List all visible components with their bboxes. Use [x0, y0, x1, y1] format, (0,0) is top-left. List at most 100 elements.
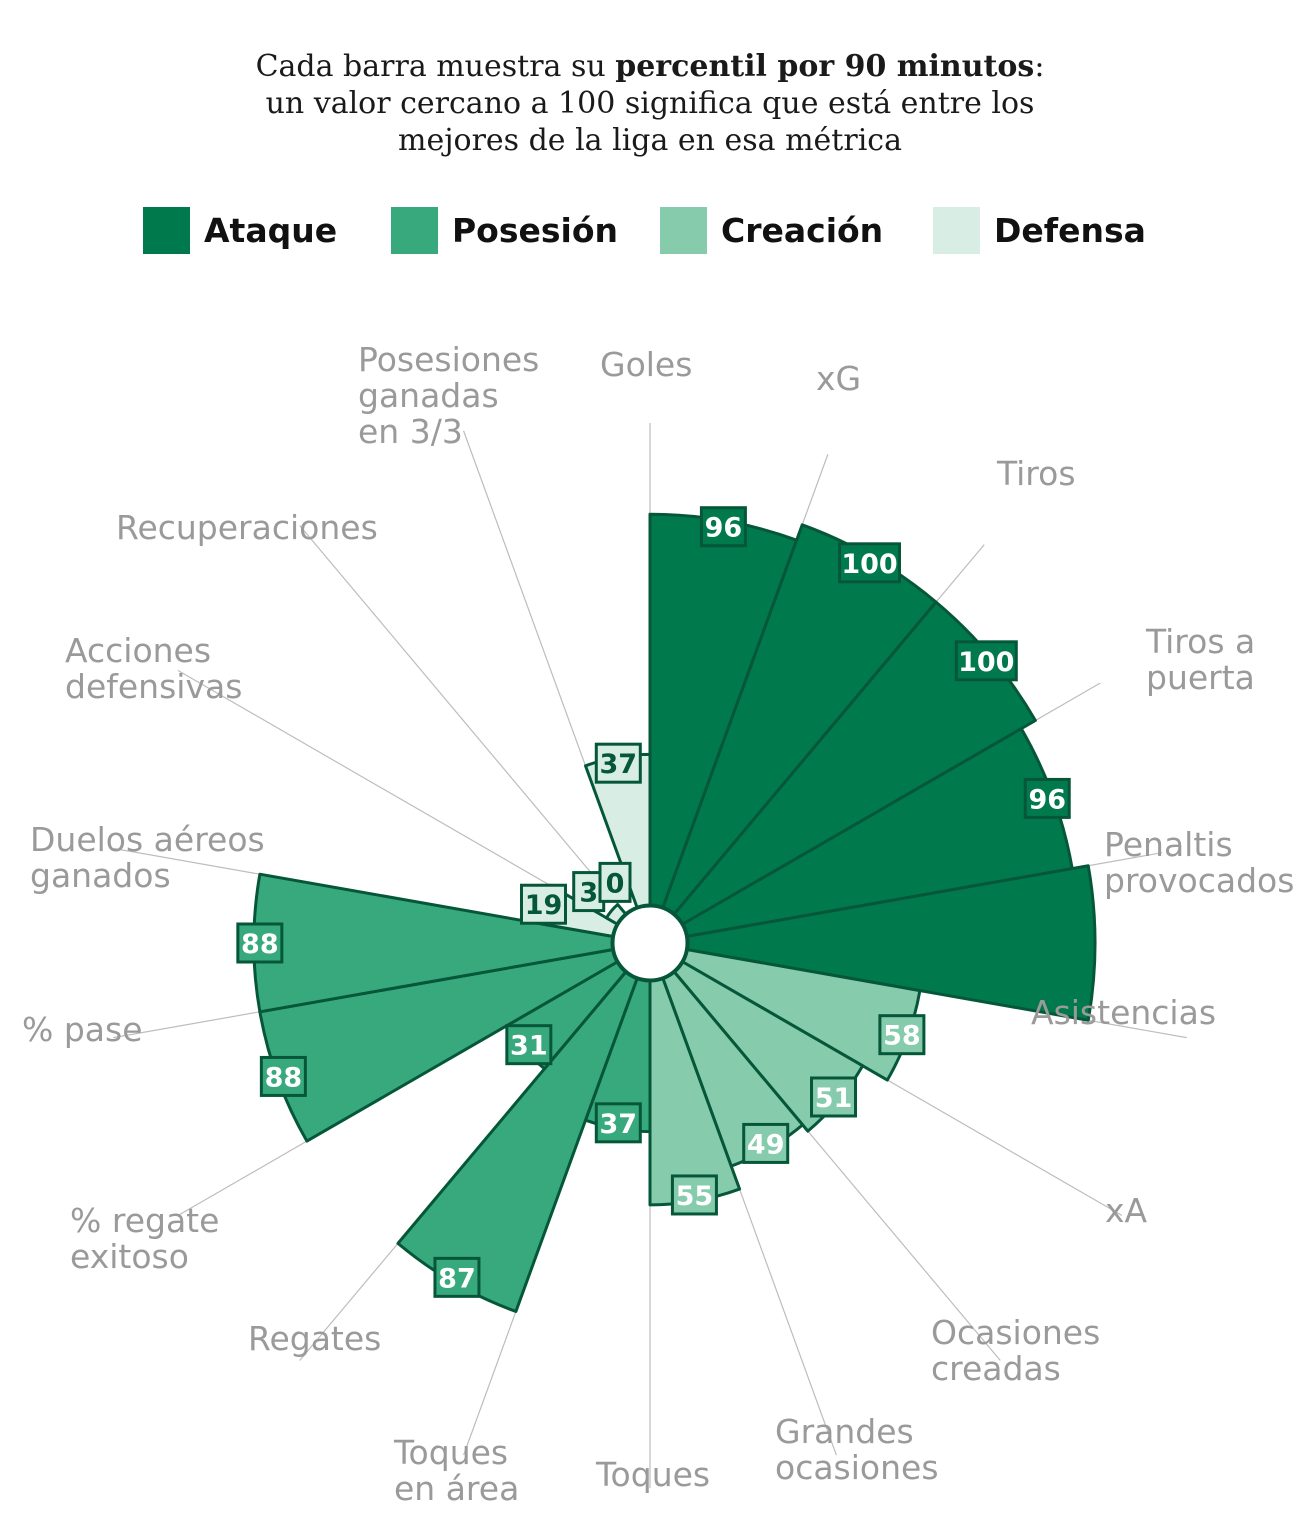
value-box [259, 1055, 307, 1097]
subtitle-line-1: Cada barra muestra su percentil por 90 m… [0, 48, 1300, 85]
category-label-line: defensivas [65, 667, 242, 706]
value-box [670, 1174, 718, 1216]
category-label-line: Tiros [996, 454, 1076, 493]
value-text: 87 [438, 1263, 476, 1294]
legend-swatch-ataque [143, 206, 190, 254]
value-box [505, 1024, 553, 1066]
value-label: 49 [742, 1122, 790, 1164]
category-label-line: puerta [1146, 658, 1255, 697]
category-label-line: Grandes [775, 1412, 914, 1451]
category-label: Ocasiones creadas [931, 1313, 1100, 1388]
category-label-line: creadas [931, 1349, 1061, 1388]
value-box [236, 922, 284, 964]
chart-subtitle: Cada barra muestra su percentil por 90 m… [0, 48, 1300, 159]
value-text: 100 [841, 549, 897, 580]
category-label: Penaltis provocados [1104, 825, 1294, 900]
category-label-line: Penaltis [1104, 825, 1233, 864]
category-label-line: % pase [22, 1010, 143, 1049]
value-label: 100 [954, 640, 1018, 682]
value-label: 0 [598, 861, 632, 903]
value-text: 96 [1028, 784, 1066, 815]
legend-swatch-defensa [933, 206, 980, 254]
value-text: 49 [747, 1129, 785, 1160]
category-label: Goles [600, 345, 692, 384]
category-label-line: en 3/3 [358, 412, 463, 451]
value-label: 88 [236, 922, 284, 964]
value-text: 55 [676, 1181, 714, 1212]
category-label-line: en área [394, 1469, 519, 1508]
subtitle-line-1-bold: percentil por 90 minutos [615, 49, 1035, 84]
value-box [433, 1256, 481, 1298]
value-text: 88 [265, 1062, 303, 1093]
chart-legend: Ataque Posesión Creación Defensa [0, 205, 1300, 255]
value-label: 58 [878, 1014, 926, 1056]
value-text: 88 [241, 929, 279, 960]
guide-line [299, 525, 627, 915]
category-label: Duelos aéreos ganados [30, 820, 265, 895]
category-label-line: % regate [70, 1201, 219, 1240]
category-label-line: Regates [248, 1319, 381, 1358]
legend-item-defensa: Defensa [933, 205, 1146, 255]
value-box [838, 542, 901, 584]
value-box [742, 1122, 790, 1164]
category-label-line: provocados [1104, 861, 1294, 900]
legend-label-creacion: Creación [721, 210, 884, 250]
category-label-line: Toques [393, 1433, 508, 1472]
category-label-line: Posesiones [358, 340, 539, 379]
legend-label-ataque: Ataque [204, 210, 338, 250]
category-label: % regate exitoso [70, 1201, 219, 1276]
category-label-line: Toques [595, 1455, 710, 1494]
value-box [699, 506, 747, 548]
value-text: 96 [705, 513, 743, 544]
legend-item-ataque: Ataque [143, 205, 337, 255]
value-label: 100 [838, 542, 901, 584]
category-label-line: Asistencias [1031, 993, 1216, 1032]
value-label: 87 [433, 1256, 481, 1298]
value-box [594, 1102, 642, 1144]
category-label: Regates [248, 1319, 381, 1358]
category-label: Asistencias [1031, 993, 1216, 1032]
guide-line [177, 669, 618, 925]
category-label: Recuperaciones [116, 508, 378, 547]
value-text: 100 [958, 647, 1014, 678]
value-label: 51 [810, 1076, 858, 1118]
value-label: 31 [505, 1024, 553, 1066]
category-label-line: Ocasiones [931, 1313, 1100, 1352]
category-label-line: ganadas [358, 376, 499, 415]
category-label: Tiros a puerta [1145, 622, 1255, 697]
legend-item-creacion: Creación [660, 205, 883, 255]
subtitle-line-1-text: Cada barra muestra su [255, 49, 616, 84]
value-label: 96 [1023, 777, 1071, 819]
value-box [1023, 777, 1071, 819]
legend-item-posesion: Posesión [391, 205, 618, 255]
category-label: xG [816, 359, 861, 398]
value-label: 37 [594, 1102, 642, 1144]
subtitle-line-2: un valor cercano a 100 significa que est… [265, 86, 1035, 121]
category-labels: Goles xG Tiros Tiros a puerta Penaltis provoca… [22, 340, 1294, 1508]
category-label-line: exitoso [70, 1237, 189, 1276]
category-label-line: ganados [30, 856, 171, 895]
category-label-line: xA [1105, 1191, 1148, 1230]
value-text: 31 [510, 1031, 548, 1062]
value-label: 96 [699, 506, 747, 548]
category-label: Grandes ocasiones [775, 1412, 939, 1487]
value-box [594, 742, 642, 784]
center-hole [611, 904, 689, 982]
value-label: 37 [594, 742, 642, 784]
value-box [598, 861, 632, 903]
category-label: Posesiones ganadas en 3/3 [358, 340, 539, 451]
value-box [810, 1076, 858, 1118]
value-box [878, 1014, 926, 1056]
legend-swatch-posesion [391, 206, 438, 254]
value-text: 58 [883, 1021, 921, 1052]
category-label-line: Tiros a [1145, 622, 1255, 661]
category-label: Toques [595, 1455, 710, 1494]
value-text: 37 [600, 1109, 638, 1140]
subtitle-line-1-colon: : [1034, 49, 1045, 84]
value-label: 55 [670, 1174, 718, 1216]
value-box [954, 640, 1018, 682]
value-text: 19 [525, 890, 563, 921]
value-text: 0 [606, 868, 625, 899]
value-label: 88 [259, 1055, 307, 1097]
